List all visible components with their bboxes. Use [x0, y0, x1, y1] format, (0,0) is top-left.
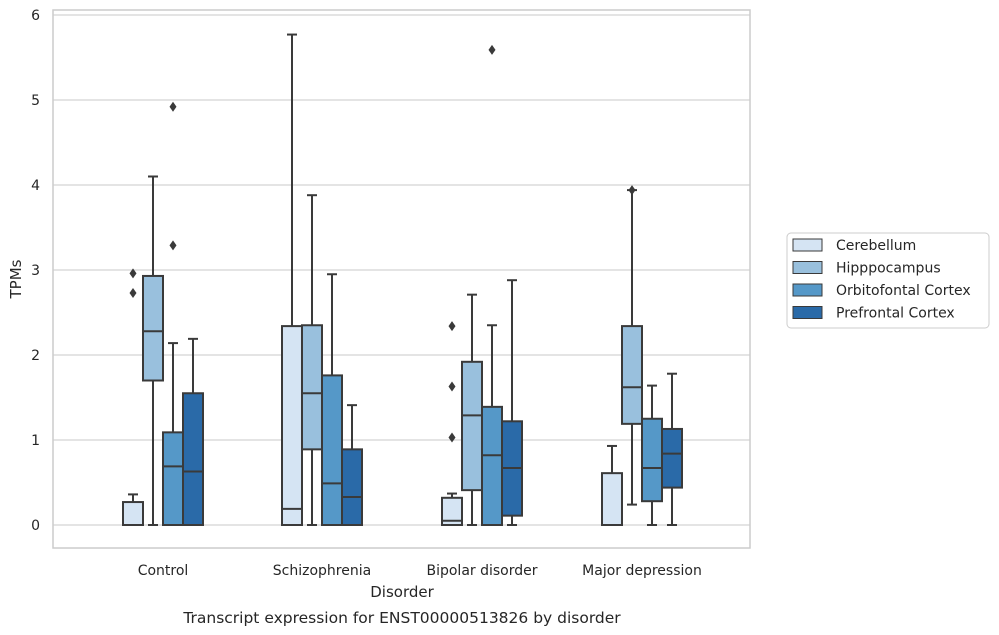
box-cerebellum-1: [281, 33, 303, 526]
y-tick-label-2: 2: [31, 348, 40, 364]
box-hipppocampus-0: [142, 175, 164, 526]
plot-area-frame: [52, 9, 751, 549]
box-body: [441, 496, 463, 526]
legend-label-cerebellum: Cerebellum: [836, 238, 916, 254]
box-hipppocampus-2: [461, 293, 483, 526]
legend-label-prefrontal-cortex: Prefrontal Cortex: [836, 306, 955, 322]
box-body: [601, 472, 623, 526]
outlier-point-1: [448, 381, 456, 392]
legend-swatch-hipppocampus: [792, 261, 823, 274]
legend-label-hipppocampus: Hipppocampus: [836, 261, 941, 277]
box-prefrontal-cortex-2: [501, 279, 523, 526]
x-tick-label-bipolar-disorder: Bipolar disorder: [426, 563, 537, 579]
x-tick-label-control: Control: [138, 563, 189, 579]
box-body: [461, 360, 483, 492]
box-series-layer: [122, 33, 683, 527]
box-body: [122, 501, 144, 526]
legend-swatch-orbitofontal-cortex: [792, 283, 823, 297]
box-body: [182, 392, 204, 526]
outlier-point-1: [169, 101, 177, 112]
outlier-point-2: [448, 321, 456, 332]
box-orbitofontal-cortex-0: [162, 101, 184, 527]
box-body: [481, 405, 503, 527]
box-body: [162, 431, 184, 527]
box-hipppocampus-1: [301, 194, 323, 526]
y-tick-label-1: 1: [31, 433, 40, 449]
box-body: [301, 324, 323, 451]
y-tick-label-6: 6: [31, 8, 40, 24]
y-tick-labels: 0 1 2 3 4 5 6: [31, 8, 40, 534]
legend-label-orbitofontal-cortex: Orbitofontal Cortex: [836, 283, 971, 299]
y-tick-label-3: 3: [31, 263, 40, 279]
box-prefrontal-cortex-1: [341, 404, 363, 527]
legend-swatch-prefrontal-cortex: [792, 306, 823, 319]
legend-swatch-cerebellum: [792, 238, 823, 252]
y-tick-label-0: 0: [31, 518, 40, 534]
box-body: [661, 427, 683, 489]
legend: Cerebellum Hipppocampus Orbitofontal Corte…: [786, 232, 990, 329]
box-cerebellum-3: [601, 444, 623, 526]
box-cerebellum-0: [122, 268, 144, 526]
y-axis-label: TPMs: [7, 259, 25, 299]
outlier-point-1: [129, 268, 137, 279]
legend-frame: [786, 232, 990, 329]
chart-caption: Transcript expression for ENST0000051382…: [182, 609, 621, 627]
outlier-point-0: [169, 240, 177, 251]
outlier-point-0: [488, 44, 496, 55]
box-prefrontal-cortex-3: [661, 372, 683, 526]
x-tick-label-schizophrenia: Schizophrenia: [273, 563, 371, 579]
box-body: [321, 374, 343, 526]
box-orbitofontal-cortex-2: [481, 44, 503, 527]
box-body: [142, 274, 164, 382]
box-hipppocampus-3: [621, 185, 643, 506]
outlier-point-0: [448, 432, 456, 443]
box-body: [621, 325, 643, 425]
outlier-point-0: [129, 287, 137, 298]
box-body: [281, 325, 303, 526]
box-body: [341, 448, 363, 527]
box-orbitofontal-cortex-3: [641, 384, 663, 526]
y-tick-label-4: 4: [31, 178, 40, 194]
box-body: [641, 417, 663, 503]
y-tick-label-5: 5: [31, 93, 40, 109]
outlier-point-0: [628, 185, 636, 196]
x-tick-label-major-depression: Major depression: [582, 563, 702, 579]
x-tick-labels: Control Schizophrenia Bipolar disorder Majo…: [138, 563, 702, 579]
box-orbitofontal-cortex-1: [321, 273, 343, 526]
x-axis-label: Disorder: [370, 583, 434, 601]
box-prefrontal-cortex-0: [182, 337, 204, 526]
box-cerebellum-2: [441, 321, 463, 526]
